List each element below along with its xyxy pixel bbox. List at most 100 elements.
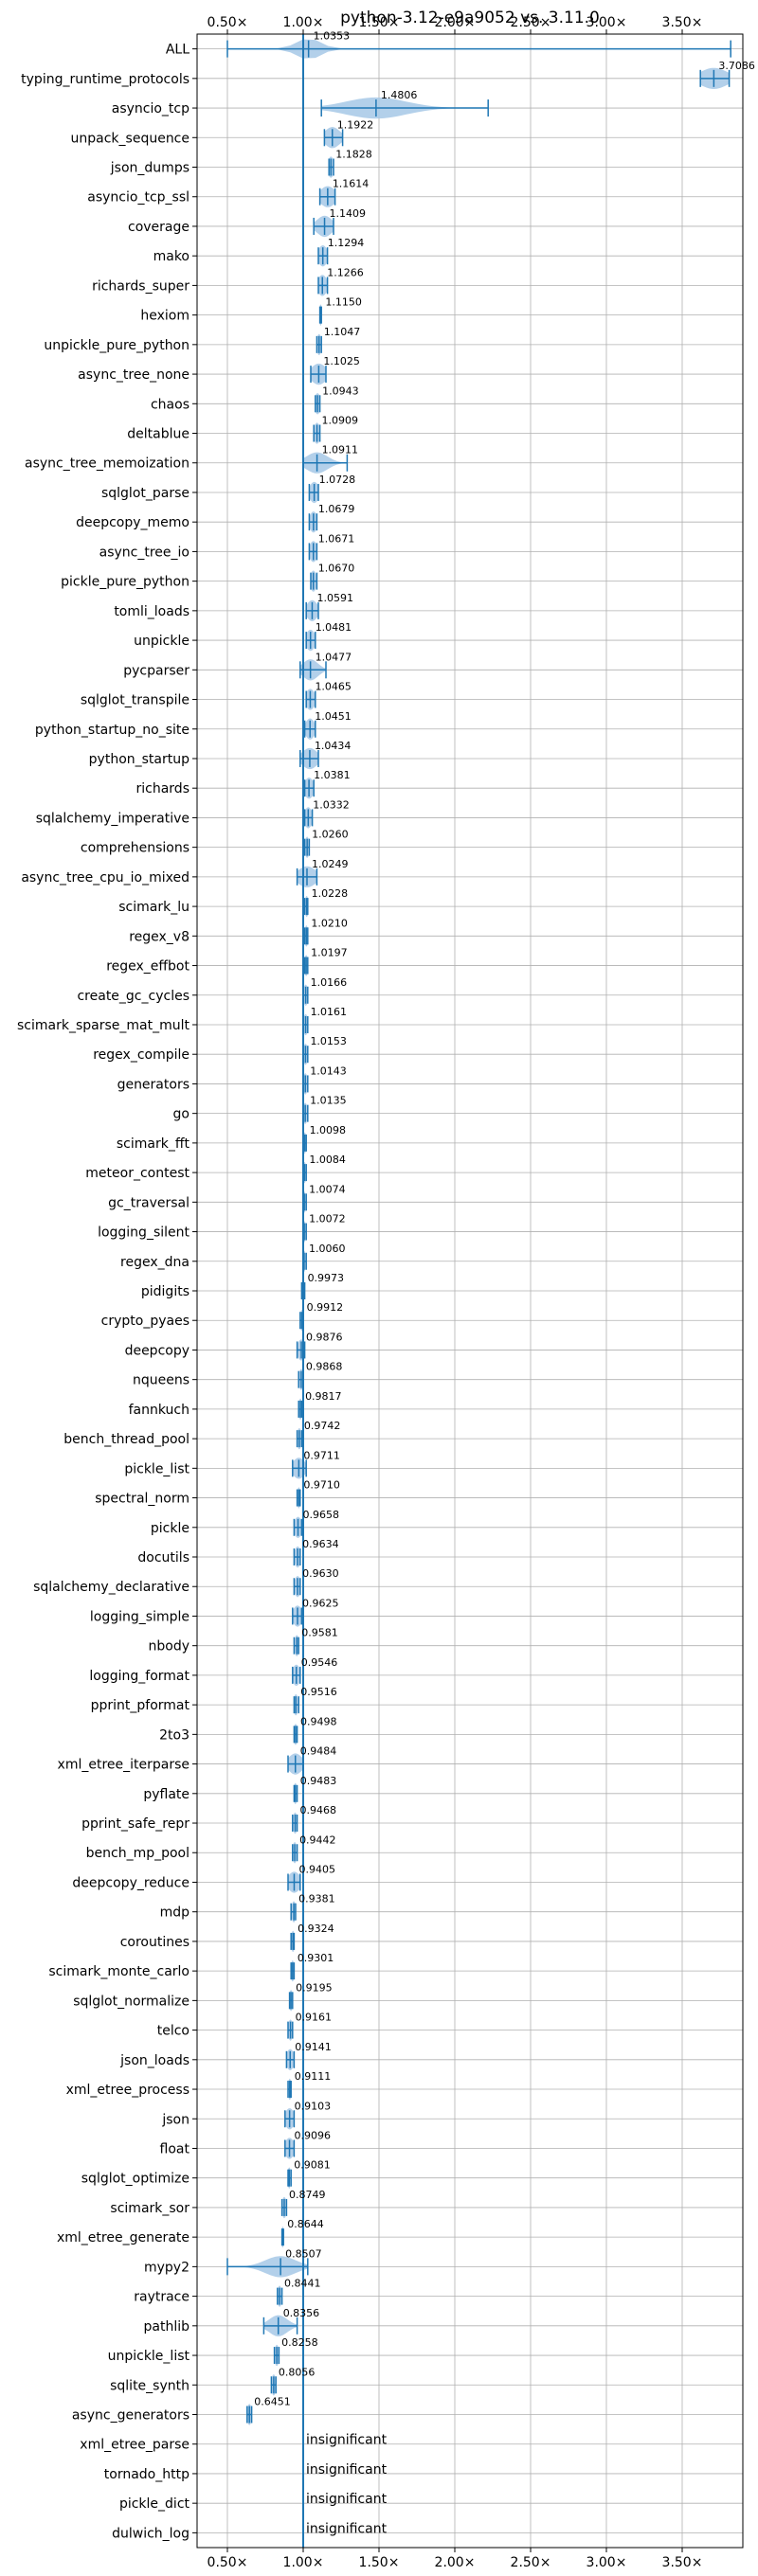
benchmark-label: crypto_pyaes: [101, 1314, 190, 1329]
benchmark-label: create_gc_cycles: [77, 989, 190, 1004]
value-label: 0.9546: [301, 1656, 338, 1669]
benchmark-label: sqlalchemy_declarative: [33, 1580, 190, 1595]
benchmark-label: pprint_pformat: [91, 1698, 190, 1713]
benchmark-label: xml_etree_generate: [57, 2230, 190, 2245]
benchmark-label: coverage: [128, 220, 190, 235]
benchmark-label: python_startup: [89, 752, 190, 767]
value-label: 1.0911: [322, 444, 359, 456]
benchmark-label: async_tree_cpu_io_mixed: [21, 870, 190, 886]
benchmark-label: scimark_fft: [117, 1136, 190, 1152]
value-label: 0.8258: [281, 2336, 318, 2349]
value-label: 1.1828: [335, 149, 372, 161]
benchmark-label: meteor_contest: [85, 1166, 190, 1181]
benchmark-label: docutils: [137, 1550, 190, 1565]
value-label: 0.9630: [302, 1567, 339, 1580]
benchmark-label: xml_etree_iterparse: [58, 1758, 190, 1773]
value-label: 1.0679: [318, 503, 355, 515]
x-tick-label-bottom: 0.50×: [208, 2555, 248, 2570]
benchmark-label: richards: [136, 781, 190, 796]
benchmark-label: regex_effbot: [106, 959, 190, 975]
benchmark-label: go: [173, 1107, 190, 1122]
benchmark-label: pickle: [151, 1521, 190, 1536]
value-label: 1.0591: [316, 592, 353, 604]
value-label: 0.9625: [302, 1597, 339, 1609]
value-label: 1.0210: [311, 917, 348, 929]
benchmark-label: hexiom: [140, 309, 190, 324]
value-label: 0.9468: [299, 1804, 336, 1816]
value-label: 0.9710: [303, 1479, 340, 1492]
value-label: 1.0143: [310, 1064, 347, 1077]
benchmark-label: tornado_http: [104, 2467, 190, 2482]
benchmark-label: pyflate: [143, 1787, 190, 1802]
value-label: 0.9581: [301, 1627, 338, 1639]
benchmark-label: sqlglot_transpile: [81, 693, 190, 708]
value-label: 0.9912: [307, 1301, 344, 1314]
x-tick-label-top: 0.50×: [208, 15, 248, 30]
insignificant-label: insignificant: [306, 2433, 388, 2448]
value-label: 0.9658: [303, 1509, 340, 1521]
benchmark-label: unpickle: [134, 634, 190, 649]
value-label: 0.9516: [300, 1686, 337, 1698]
benchmark-label: tomli_loads: [114, 604, 190, 619]
benchmark-label: asyncio_tcp: [112, 101, 190, 116]
benchmark-label: bench_thread_pool: [63, 1432, 190, 1447]
value-label: 0.9634: [302, 1538, 339, 1550]
benchmark-label: ALL: [166, 43, 190, 58]
value-label: 1.0434: [315, 740, 352, 752]
benchmark-label: regex_v8: [129, 929, 190, 944]
value-label: 1.0670: [318, 563, 355, 575]
benchmark-label: sqlglot_parse: [101, 486, 190, 501]
insignificant-label: insignificant: [306, 2521, 388, 2536]
x-tick-label-bottom: 3.50×: [662, 2555, 703, 2570]
plot-frame: [196, 33, 744, 2549]
value-label: 0.9324: [298, 1923, 334, 1935]
benchmark-label: mypy2: [144, 2260, 190, 2275]
benchmark-label: python_startup_no_site: [35, 723, 190, 738]
benchmark-label: pycparser: [123, 663, 190, 678]
value-label: 0.9483: [300, 1775, 337, 1787]
benchmark-label: scimark_sparse_mat_mult: [17, 1018, 190, 1033]
benchmark-label: json_loads: [119, 2053, 190, 2068]
x-tick-label-top: 3.00×: [587, 15, 627, 30]
benchmark-label: comprehensions: [81, 841, 190, 856]
benchmark-label: fannkuch: [129, 1403, 190, 1418]
benchmark-label: scimark_sor: [110, 2201, 190, 2216]
value-label: 3.7086: [718, 60, 755, 72]
value-label: 1.0477: [316, 651, 352, 663]
benchmark-label: xml_etree_process: [66, 2083, 190, 2098]
x-tick-label-bottom: 2.50×: [511, 2555, 551, 2570]
value-label: 0.9096: [295, 2129, 332, 2141]
benchmark-label: raytrace: [134, 2290, 190, 2305]
benchmark-label: pickle_list: [124, 1461, 190, 1476]
benchmark-label: scimark_monte_carlo: [48, 1964, 190, 1979]
benchmark-label: sqlglot_normalize: [73, 1994, 190, 2009]
benchmark-label: xml_etree_parse: [80, 2438, 190, 2453]
value-label: 1.0197: [311, 947, 348, 959]
benchmark-label: unpickle_pure_python: [44, 338, 190, 353]
value-label: 0.9742: [304, 1420, 341, 1432]
value-label: 1.1409: [330, 207, 367, 220]
value-label: 1.0728: [319, 474, 356, 486]
value-label: 1.0671: [318, 532, 355, 545]
benchmark-label: nqueens: [133, 1373, 190, 1388]
value-label: 1.0353: [314, 30, 351, 43]
benchmark-label: logging_silent: [98, 1225, 190, 1241]
benchmark-label: scimark_lu: [118, 900, 190, 915]
value-label: 1.0451: [315, 710, 352, 723]
benchmark-label: deepcopy: [125, 1343, 190, 1358]
benchmark-label: deepcopy_reduce: [72, 1875, 190, 1890]
value-label: 1.0249: [312, 858, 349, 870]
benchmark-label: pathlib: [144, 2319, 190, 2334]
grid-layer: [192, 29, 743, 2552]
value-label: 1.0098: [310, 1124, 347, 1136]
value-label: 0.6451: [254, 2396, 291, 2408]
benchmark-label: async_tree_memoization: [25, 456, 190, 472]
value-label: 0.8056: [279, 2366, 316, 2378]
value-label: 1.0260: [312, 829, 349, 841]
benchmark-label: chaos: [151, 397, 190, 412]
value-label: 0.9498: [300, 1715, 337, 1727]
value-label: 1.1294: [328, 237, 365, 249]
benchmark-label: asyncio_tcp_ssl: [87, 190, 190, 206]
value-label: 0.8644: [287, 2218, 324, 2230]
